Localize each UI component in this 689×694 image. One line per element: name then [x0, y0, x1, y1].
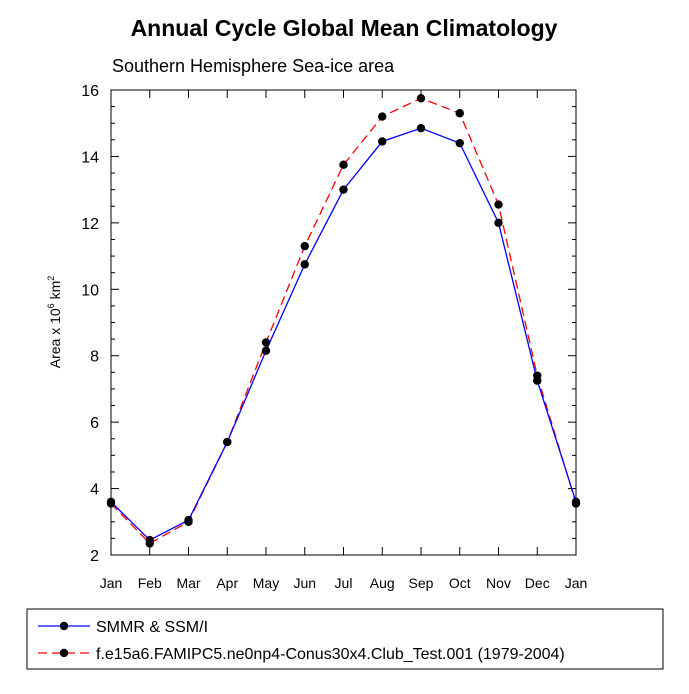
- y-axis-label-mid: km: [47, 281, 63, 304]
- plot-frame: [110, 89, 577, 556]
- legend-label-1: f.e15a6.FAMIPC5.ne0np4-Conus30x4.Club_Te…: [96, 646, 565, 663]
- legend-marker-1: [59, 648, 69, 658]
- y-axis-label: Area x 106 km2: [46, 276, 63, 369]
- data-point-1: [416, 94, 426, 103]
- y-tick-label: 12: [81, 216, 99, 233]
- x-tick-label: Nov: [486, 575, 511, 591]
- y-tick-label: 8: [90, 349, 99, 366]
- data-point-1: [571, 499, 581, 508]
- y-tick-label: 10: [81, 282, 99, 299]
- x-tick-label: Jan: [100, 575, 123, 591]
- data-point-0: [455, 138, 464, 148]
- x-tick-label: Aug: [370, 575, 395, 591]
- legend-label-0: SMMR & SSM/I: [96, 619, 208, 636]
- y-tick-label: 2: [90, 548, 99, 565]
- data-point-1: [533, 371, 542, 380]
- x-tick-label: Jun: [293, 575, 316, 591]
- x-tick-label: Sep: [409, 575, 434, 591]
- data-point-1: [106, 499, 116, 508]
- y-tick-label: 4: [90, 482, 99, 499]
- data-point-1: [261, 338, 271, 347]
- data-point-0: [416, 123, 426, 133]
- x-tick-label: Jul: [335, 575, 353, 591]
- data-point-1: [223, 437, 232, 447]
- y-tick-label: 6: [90, 415, 99, 432]
- data-point-1: [455, 109, 464, 118]
- y-tick-label: 14: [81, 149, 99, 166]
- x-tick-label: Jan: [565, 575, 588, 591]
- chart-title: Annual Cycle Global Mean Climatology: [131, 15, 558, 41]
- y-axis-label-sup1: 6: [46, 303, 56, 308]
- data-point-0: [494, 218, 503, 228]
- legend-marker-0: [59, 621, 69, 631]
- legend-box: [26, 608, 664, 670]
- data-point-1: [145, 539, 154, 548]
- data-point-1: [378, 112, 387, 121]
- x-tick-label: Oct: [449, 575, 471, 591]
- data-point-0: [261, 346, 271, 355]
- data-point-1: [494, 200, 503, 209]
- data-point-1: [339, 160, 348, 169]
- y-axis-label-text: Area x 10: [47, 308, 63, 368]
- x-tick-label: Apr: [216, 575, 238, 591]
- data-point-1: [184, 517, 193, 526]
- data-point-1: [300, 241, 309, 251]
- data-point-0: [339, 185, 348, 194]
- y-axis-label-sup2: 2: [46, 276, 56, 281]
- x-tick-label: Feb: [138, 575, 162, 591]
- data-point-0: [300, 260, 309, 269]
- series-layer: [106, 94, 581, 548]
- legend: SMMR & SSM/I f.e15a6.FAMIPC5.ne0np4-Conus…: [38, 619, 565, 663]
- x-tick-label: May: [253, 575, 279, 591]
- chart-subtitle: Southern Hemisphere Sea-ice area: [112, 56, 395, 76]
- axes-layer: 2 4 6 8 10 12 14 16 Jan Feb Mar Apr May Jun Jul Aug Sep O…: [81, 83, 587, 591]
- data-point-0: [378, 137, 387, 146]
- x-tick-label: Dec: [525, 575, 550, 591]
- x-tick-label: Mar: [176, 575, 200, 591]
- y-tick-label: 16: [81, 83, 99, 100]
